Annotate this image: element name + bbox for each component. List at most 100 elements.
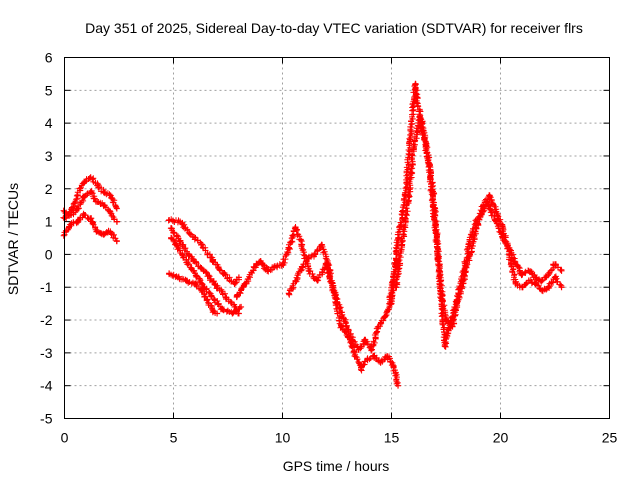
data-point <box>192 280 199 287</box>
data-point <box>473 225 480 232</box>
data-point <box>355 346 362 353</box>
data-point <box>519 271 526 278</box>
data-point <box>113 205 120 212</box>
data-point <box>211 297 218 304</box>
data-point <box>525 267 532 274</box>
data-point <box>299 241 306 248</box>
data-point <box>449 323 456 330</box>
series-1-markers <box>60 175 120 222</box>
data-point <box>74 192 81 199</box>
data-point <box>362 336 369 343</box>
data-point <box>414 100 421 107</box>
data-point <box>168 225 175 232</box>
data-point <box>179 241 186 248</box>
data-point <box>552 261 558 268</box>
data-point <box>209 257 216 264</box>
data-point <box>177 218 184 225</box>
series-5 <box>167 225 242 317</box>
data-point <box>100 202 107 209</box>
data-point <box>231 280 238 287</box>
data-point <box>87 174 94 181</box>
y-tick-label: -2 <box>40 312 53 328</box>
data-point <box>371 353 378 360</box>
series-11-markers <box>392 113 565 330</box>
series-2 <box>60 187 121 225</box>
data-point <box>174 274 181 281</box>
data-point <box>445 330 452 337</box>
data-point <box>113 238 120 245</box>
data-point <box>558 267 565 274</box>
data-point <box>434 244 441 251</box>
y-axis-label: SDTVAR / TECUs <box>5 183 21 295</box>
y-tick-label: -5 <box>40 411 53 427</box>
data-point <box>166 216 173 223</box>
data-point <box>486 205 493 212</box>
series-3 <box>60 210 120 245</box>
data-point <box>211 280 218 287</box>
data-point <box>279 261 286 268</box>
data-markers <box>60 80 565 389</box>
data-point <box>231 303 238 310</box>
data-point <box>416 113 423 120</box>
data-point <box>81 179 88 186</box>
series-8-markers <box>233 224 401 354</box>
data-point <box>220 307 227 314</box>
series-6 <box>168 234 245 317</box>
data-point <box>314 277 321 284</box>
data-point <box>238 303 245 310</box>
axis-ticks: 0 5 10 15 20 25 -5 -4 -3 -2 -1 0 1 2 3 4 5 6 <box>40 50 617 446</box>
data-point <box>292 277 299 284</box>
data-point <box>545 284 552 291</box>
x-axis-label: GPS time / hours <box>283 458 390 474</box>
data-point <box>486 192 493 199</box>
data-point <box>552 274 558 281</box>
data-point <box>87 189 94 196</box>
data-point <box>407 136 414 143</box>
data-point <box>233 294 240 301</box>
data-point <box>410 103 417 110</box>
y-tick-label: -4 <box>40 378 53 394</box>
data-point <box>179 251 186 258</box>
series-11 <box>392 113 565 330</box>
data-point <box>443 317 449 324</box>
data-point <box>390 362 397 369</box>
data-point <box>558 284 565 291</box>
data-point <box>525 277 532 284</box>
data-point <box>506 251 513 258</box>
data-point <box>94 228 101 235</box>
data-point <box>286 244 293 251</box>
data-point <box>68 221 75 228</box>
data-point <box>190 257 197 264</box>
data-point <box>421 136 428 143</box>
data-point <box>438 290 445 297</box>
data-point <box>94 198 101 205</box>
series-4 <box>165 216 242 287</box>
data-point <box>395 235 402 241</box>
data-point <box>68 212 75 219</box>
data-point <box>81 193 88 200</box>
data-point <box>198 241 205 248</box>
data-point <box>87 215 94 222</box>
data-point <box>312 251 319 258</box>
data-point <box>74 218 81 225</box>
data-point <box>94 182 101 189</box>
data-point <box>538 277 545 284</box>
y-tick-label: 6 <box>45 50 53 66</box>
data-point <box>351 349 358 356</box>
data-point <box>519 284 526 291</box>
data-point <box>392 284 399 291</box>
data-point <box>292 225 299 232</box>
data-point <box>318 241 325 248</box>
data-point <box>325 261 332 268</box>
data-point <box>344 333 351 340</box>
data-point <box>251 264 258 271</box>
data-point <box>412 80 419 87</box>
y-tick-label: 5 <box>45 82 53 98</box>
data-point <box>441 343 448 350</box>
y-tick-label: -1 <box>40 279 53 295</box>
data-point <box>201 267 208 274</box>
x-tick-label: 15 <box>384 430 400 446</box>
data-point <box>532 280 539 287</box>
data-point <box>338 323 345 330</box>
data-point <box>357 366 364 373</box>
